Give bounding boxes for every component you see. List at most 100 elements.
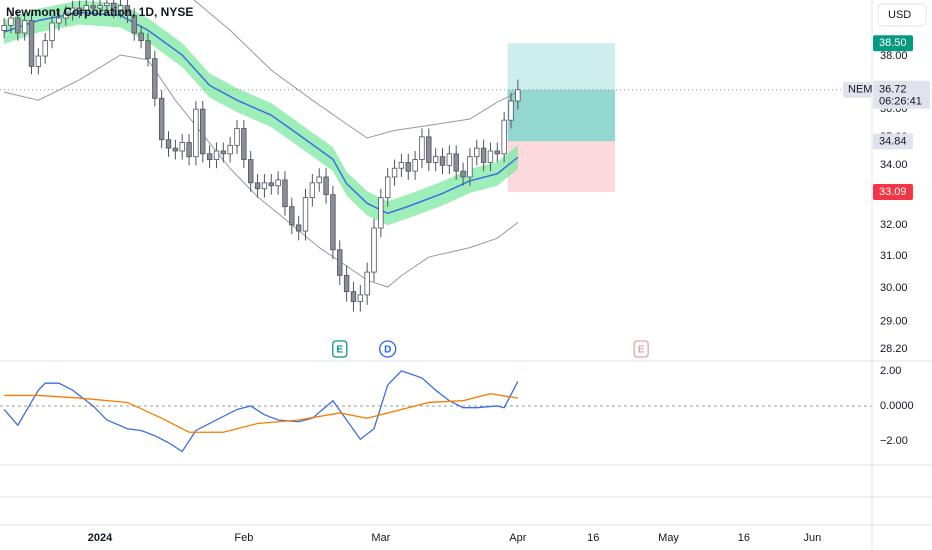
candle-body [90, 5, 96, 9]
x-tick-label: 2024 [88, 532, 113, 544]
envelope-upper [193, 0, 519, 139]
candle-body [289, 206, 295, 226]
candle-body [439, 156, 446, 166]
event-marker [379, 340, 397, 358]
currency-label[interactable]: USD [888, 9, 911, 21]
y-tick-label: 31.00 [880, 250, 908, 262]
candle-body [426, 136, 432, 163]
candle-body [200, 108, 206, 155]
event-label: E [638, 345, 645, 356]
event-marker [633, 340, 649, 358]
candle-body [131, 15, 137, 34]
currency-button[interactable] [877, 3, 927, 27]
y-tick-label: 30.00 [880, 282, 908, 294]
countdown-label: 06:26:41 [879, 96, 922, 108]
candle-body [138, 32, 144, 42]
candle-body [152, 58, 158, 99]
candle-body [145, 40, 151, 60]
candle-body [165, 139, 172, 149]
candle-body [343, 274, 350, 293]
axes: EDE38.0036.0035.0034.0032.0031.0030.0029… [88, 35, 930, 544]
price-label: 34.84 [879, 135, 907, 147]
candle-body [364, 271, 370, 296]
candle-body [248, 159, 254, 184]
x-tick-label: 16 [738, 532, 750, 544]
candle-body [371, 227, 377, 273]
candle-body [487, 150, 494, 163]
candle-body [515, 89, 521, 102]
y-tick-label: 34.00 [880, 159, 908, 171]
candle-body [69, 7, 76, 14]
candle-body [316, 176, 322, 184]
candle-body [193, 108, 199, 158]
candle-body [104, 2, 110, 7]
y-tick-label: 0.0000 [880, 400, 914, 412]
candle-body [337, 249, 343, 276]
price-label: 33.09 [879, 186, 907, 198]
candle-body [378, 197, 384, 229]
candle-body [220, 150, 227, 155]
position-zone [507, 43, 616, 90]
candle-body [8, 17, 14, 26]
candle-body [241, 128, 247, 160]
oscillator-pane [0, 370, 872, 453]
last-price-label: 36.72 [879, 84, 907, 96]
candle-body [158, 97, 165, 141]
candle-body [15, 17, 21, 34]
x-tick-label: May [658, 532, 679, 544]
price-label-box [873, 35, 913, 52]
candle-body [124, 5, 131, 16]
candle-body [28, 20, 35, 67]
symbol-box [843, 81, 871, 98]
candle-body [234, 128, 240, 146]
candle-body [186, 142, 192, 158]
candle-body [405, 162, 411, 172]
x-tick-label: Mar [371, 532, 390, 544]
candle-body [227, 144, 233, 155]
x-tick-label: 16 [587, 532, 599, 544]
candle-body [21, 20, 28, 34]
x-tick-label: Feb [234, 532, 253, 544]
candle-body [460, 170, 466, 178]
event-marker [332, 340, 348, 358]
candle-body [295, 224, 302, 232]
candle-body [83, 5, 90, 11]
candle-body [330, 194, 336, 251]
symbol-label: NEM [848, 84, 872, 96]
y-tick-label: −2.00 [880, 435, 908, 447]
candle-body [398, 162, 405, 169]
price-label-box [873, 133, 913, 150]
ribbon [4, 0, 518, 226]
event-label: E [336, 345, 343, 356]
candle-body [49, 22, 55, 42]
price-pane [0, 0, 872, 312]
candle-body [261, 182, 268, 190]
candle-body [97, 5, 103, 9]
candle-body [35, 55, 42, 67]
candle-body [453, 153, 459, 172]
candle-body [412, 159, 418, 172]
candle-body [508, 100, 514, 121]
candle-body [1, 25, 7, 31]
position-zone [507, 141, 616, 192]
position-zone [507, 89, 616, 142]
candle-body [213, 150, 220, 160]
candle-body [357, 294, 364, 302]
chart-title: Newmont Corporation, 1D, NYSE [6, 5, 193, 19]
candle-body [275, 179, 281, 187]
x-tick-label: Apr [509, 532, 526, 544]
candle-body [254, 182, 261, 190]
candle-body [467, 156, 473, 178]
price-label: 38.50 [879, 37, 907, 49]
candle-body [474, 147, 480, 158]
last-price-box [873, 80, 930, 109]
y-tick-label: 28.20 [880, 343, 908, 355]
candle-body [179, 142, 185, 152]
x-tick-label: Jun [804, 532, 822, 544]
candle-body [206, 153, 213, 160]
candle-body [323, 176, 329, 196]
candle-body [282, 179, 288, 208]
candle-body [385, 176, 391, 199]
